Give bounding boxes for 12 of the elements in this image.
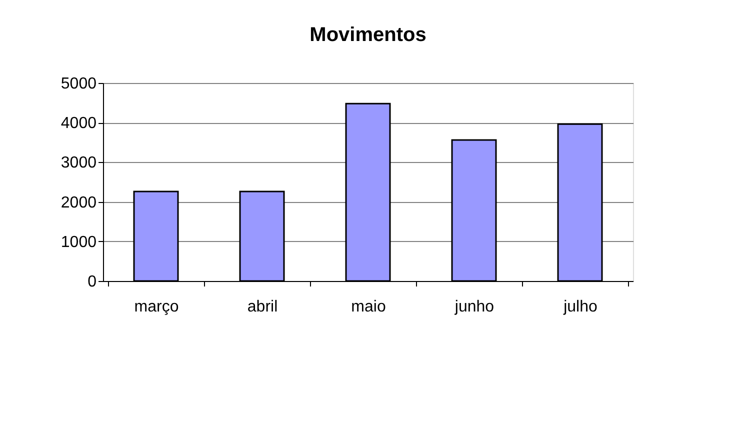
y-tick-label: 4000 [60,115,97,132]
y-tick-label: 2000 [60,194,97,212]
x-tick-label: março [134,298,179,316]
y-tick-label: 5000 [60,76,97,92]
chart-title: Movimentos [310,24,426,46]
x-tick-label: junho [454,298,494,316]
x-tick-label: julho [562,298,598,316]
y-tick-label: 0 [88,274,97,290]
y-tick-label: 1000 [60,234,97,251]
y-tick-label: 3000 [60,154,97,172]
x-tick-label: abril [247,298,278,316]
x-tick-label: maio [351,298,386,316]
